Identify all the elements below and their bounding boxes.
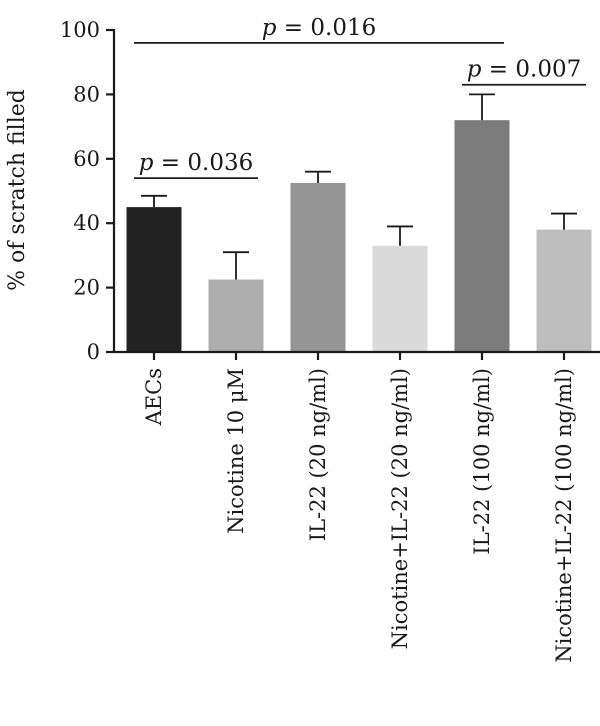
error-bar-6 <box>551 212 577 230</box>
x-tick-label: IL-22 (20 ng/ml) <box>306 368 330 541</box>
bar-4 <box>372 245 428 352</box>
error-bar-2 <box>223 251 249 280</box>
bar-3 <box>290 182 346 352</box>
y-tick-label: 20 <box>73 276 100 300</box>
p-value-label: p = 0.036 <box>139 150 253 176</box>
error-bar-4 <box>387 225 413 246</box>
x-tick-label: AECs <box>142 368 166 426</box>
error-bar-3 <box>305 170 331 183</box>
bars <box>126 120 592 352</box>
x-tick-label: IL-22 (100 ng/ml) <box>470 368 494 555</box>
x-tick-label: Nicotine+IL-22 (100 ng/ml) <box>552 368 576 663</box>
axes <box>112 29 600 354</box>
error-bar-5 <box>469 93 495 121</box>
bar-6 <box>536 229 592 352</box>
error-bars <box>141 93 577 280</box>
y-ticks: 0 20 40 60 80 100 <box>60 18 114 364</box>
bar-2 <box>208 279 264 352</box>
y-axis-label: % of scratch filled <box>5 89 30 291</box>
bar-5 <box>454 120 510 352</box>
y-tick-label: 80 <box>73 82 100 106</box>
significance-bracket-3: p = 0.007 <box>462 57 586 86</box>
y-tick-label: 100 <box>60 18 100 42</box>
error-bar-1 <box>141 194 167 208</box>
y-tick-label: 0 <box>87 340 100 364</box>
significance-annotations: p = 0.036 p = 0.016 p = 0.007 <box>134 15 586 180</box>
x-tick-label: Nicotine 10 μM <box>224 368 248 534</box>
y-tick-label: 60 <box>73 147 100 171</box>
significance-bracket-1: p = 0.036 <box>134 150 258 180</box>
p-value-label: p = 0.007 <box>467 57 581 83</box>
x-tick-labels: AECs Nicotine 10 μM IL-22 (20 ng/ml) Nicoti… <box>142 352 576 663</box>
bar-1 <box>126 207 182 352</box>
y-tick-label: 40 <box>73 211 100 235</box>
significance-bracket-2: p = 0.016 <box>134 15 504 44</box>
p-value-label: p = 0.016 <box>262 15 376 41</box>
x-tick-label: Nicotine+IL-22 (20 ng/ml) <box>388 368 412 649</box>
